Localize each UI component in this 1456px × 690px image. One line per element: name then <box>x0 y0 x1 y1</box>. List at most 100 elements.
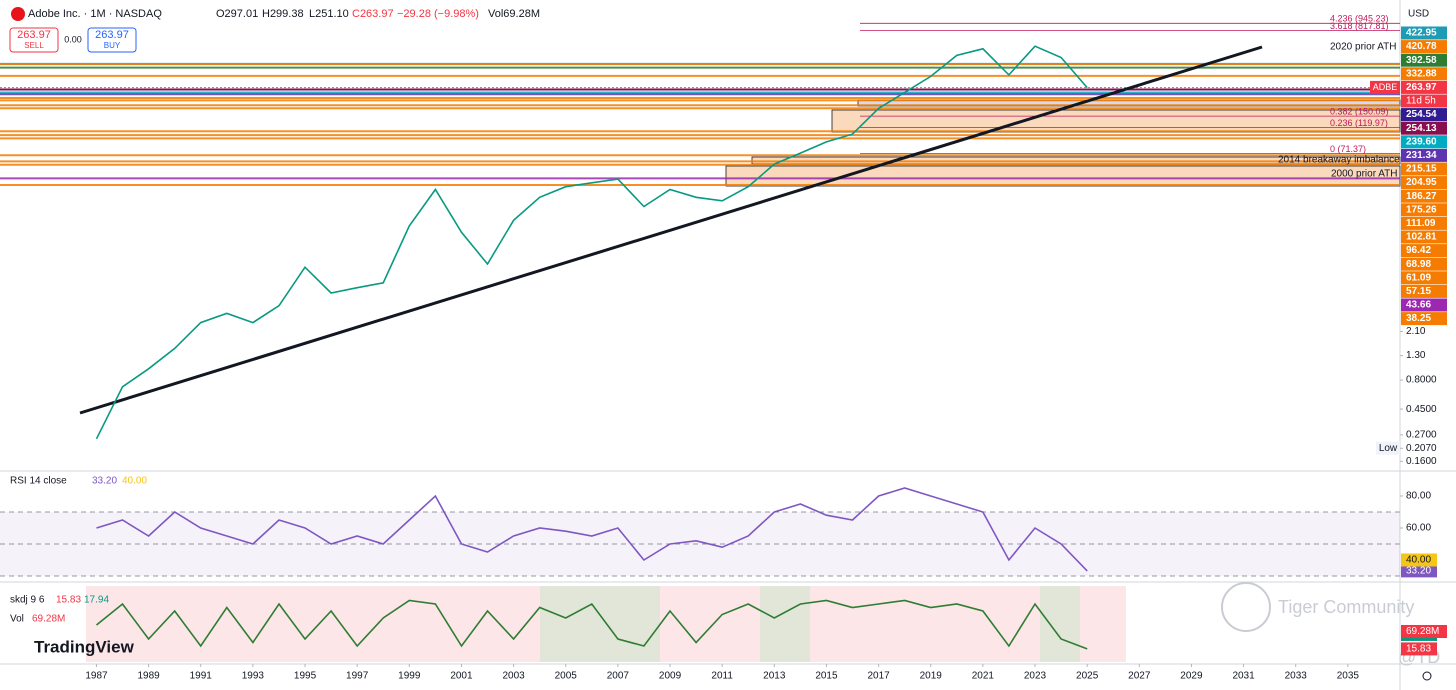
level-label-box <box>1401 203 1447 217</box>
countdown: 11d 5h <box>1406 96 1436 107</box>
x-tick-label: 2021 <box>972 671 995 682</box>
ohlc-close: C263.97 <box>352 8 394 20</box>
x-tick-label: 2009 <box>659 671 682 682</box>
fib-label: 0.382 (150.09) <box>1330 106 1389 116</box>
zone-fib <box>831 109 1401 133</box>
annotation: 2014 breakaway imbalance <box>1278 155 1400 166</box>
x-tick-label: 2001 <box>450 671 473 682</box>
series-line <box>95 599 1088 650</box>
level-label: 231.34 <box>1406 150 1437 161</box>
symbol-tag <box>1370 80 1400 94</box>
level-label: 215.15 <box>1406 164 1437 175</box>
x-tick-label: 1997 <box>346 671 369 682</box>
level-label-box <box>1401 230 1447 244</box>
spread: 0.00 <box>64 34 82 44</box>
x-tick-label: 2005 <box>555 671 578 682</box>
level-label: 186.27 <box>1406 191 1437 202</box>
series-line <box>96 487 1088 572</box>
x-tick-label: 2023 <box>1024 671 1047 682</box>
skdj-background-green <box>760 586 810 662</box>
pane-value-box <box>1401 553 1437 567</box>
level-label-box <box>1401 53 1447 67</box>
level-label-box <box>1401 176 1447 190</box>
series-line <box>95 45 1088 440</box>
sell-button[interactable] <box>9 27 59 53</box>
level-label-box <box>1401 298 1447 312</box>
level-label-box <box>1401 26 1447 40</box>
ohlc-open: O297.01 <box>216 8 258 20</box>
level-label: 332.88 <box>1406 68 1437 79</box>
level-label-box <box>1401 162 1447 176</box>
x-tick-label: 2003 <box>502 671 525 682</box>
x-tick-label: 1991 <box>190 671 213 682</box>
level-label-box <box>1401 271 1447 285</box>
x-tick-label: 2033 <box>1285 671 1308 682</box>
pane-value-box <box>1401 564 1437 578</box>
y-tick-label: 2.10 <box>1406 326 1426 337</box>
x-tick-label: 2019 <box>920 671 943 682</box>
x-tick-label: 1989 <box>137 671 160 682</box>
low-tag-box <box>1376 441 1400 455</box>
x-tick-label: 2017 <box>867 671 890 682</box>
low-tag: Low <box>1379 443 1398 454</box>
fib-label: 4.236 (945.23) <box>1330 14 1389 24</box>
pane-legend-value: 15.83 <box>56 595 81 606</box>
settings-icon[interactable] <box>1422 671 1432 681</box>
symbol-logo <box>11 7 25 21</box>
x-tick-label: 2025 <box>1076 671 1099 682</box>
level-label: 420.78 <box>1406 41 1437 52</box>
volume-value: 69.28M <box>32 614 65 625</box>
level-label-box <box>1401 148 1447 162</box>
ohlc-change: −29.28 (−9.98%) <box>397 8 479 20</box>
community-watermark: Tiger Community <box>1278 597 1414 617</box>
volume-value-label: 69.28M <box>1406 626 1439 637</box>
level-label: 57.15 <box>1406 286 1431 297</box>
sell-label[interactable]: SELL <box>24 41 44 50</box>
sell-price[interactable]: 263.97 <box>17 29 51 41</box>
level-label: 102.81 <box>1406 232 1437 243</box>
level-label-box <box>1401 108 1447 122</box>
pane-value-label: 33.20 <box>1406 566 1431 577</box>
level-label-box <box>1401 67 1447 81</box>
y-tick-label: 0.4500 <box>1406 404 1437 415</box>
level-label: 96.42 <box>1406 245 1431 256</box>
y-tick-label: 0.2700 <box>1406 430 1437 441</box>
buy-button[interactable] <box>87 27 137 53</box>
level-label-box <box>1401 135 1447 149</box>
level-label: 111.09 <box>1406 218 1436 229</box>
y-tick-label: 60.00 <box>1406 523 1431 534</box>
symbol[interactable]: Adobe Inc. · 1M · NASDAQ <box>28 8 162 20</box>
level-label-box <box>1401 284 1447 298</box>
x-tick-label: 2015 <box>815 671 838 682</box>
fib-label: 3.618 (817.81) <box>1330 21 1389 31</box>
level-label-box <box>1401 216 1447 230</box>
annotation: 2000 prior ATH <box>1331 169 1398 180</box>
x-tick-label: 1993 <box>242 671 265 682</box>
brand-watermark: TradingView <box>34 637 135 656</box>
y-tick-label: 1.30 <box>1406 350 1426 361</box>
x-tick-label: 2029 <box>1180 671 1203 682</box>
pane-legend-value: 33.20 <box>92 476 117 487</box>
level-label-box <box>1401 80 1447 94</box>
currency[interactable]: USD <box>1408 9 1429 20</box>
buy-label[interactable]: BUY <box>104 41 121 50</box>
level-label: 422.95 <box>1406 28 1437 39</box>
ohlc-high: H299.38 <box>262 8 304 20</box>
x-tick-label: 1999 <box>398 671 421 682</box>
volume-title: Vol <box>10 614 24 625</box>
x-tick-label: 2031 <box>1232 671 1255 682</box>
pane-title: skdj 9 6 <box>10 595 45 606</box>
ohlc-low: L251.10 <box>309 8 349 20</box>
fib-label: 0.236 (119.97) <box>1330 118 1388 128</box>
x-tick-label: 2027 <box>1128 671 1151 682</box>
level-label-box <box>1401 121 1447 135</box>
countdown-box <box>1401 94 1447 108</box>
pane-value-label: 15.83 <box>1406 644 1431 655</box>
skdj-background-green <box>540 586 660 662</box>
buy-price[interactable]: 263.97 <box>95 29 129 41</box>
y-tick-label: 0.2070 <box>1406 443 1437 454</box>
level-label: 392.58 <box>1406 55 1437 66</box>
x-tick-label: 2013 <box>763 671 786 682</box>
skdj-background-green <box>1040 586 1080 662</box>
